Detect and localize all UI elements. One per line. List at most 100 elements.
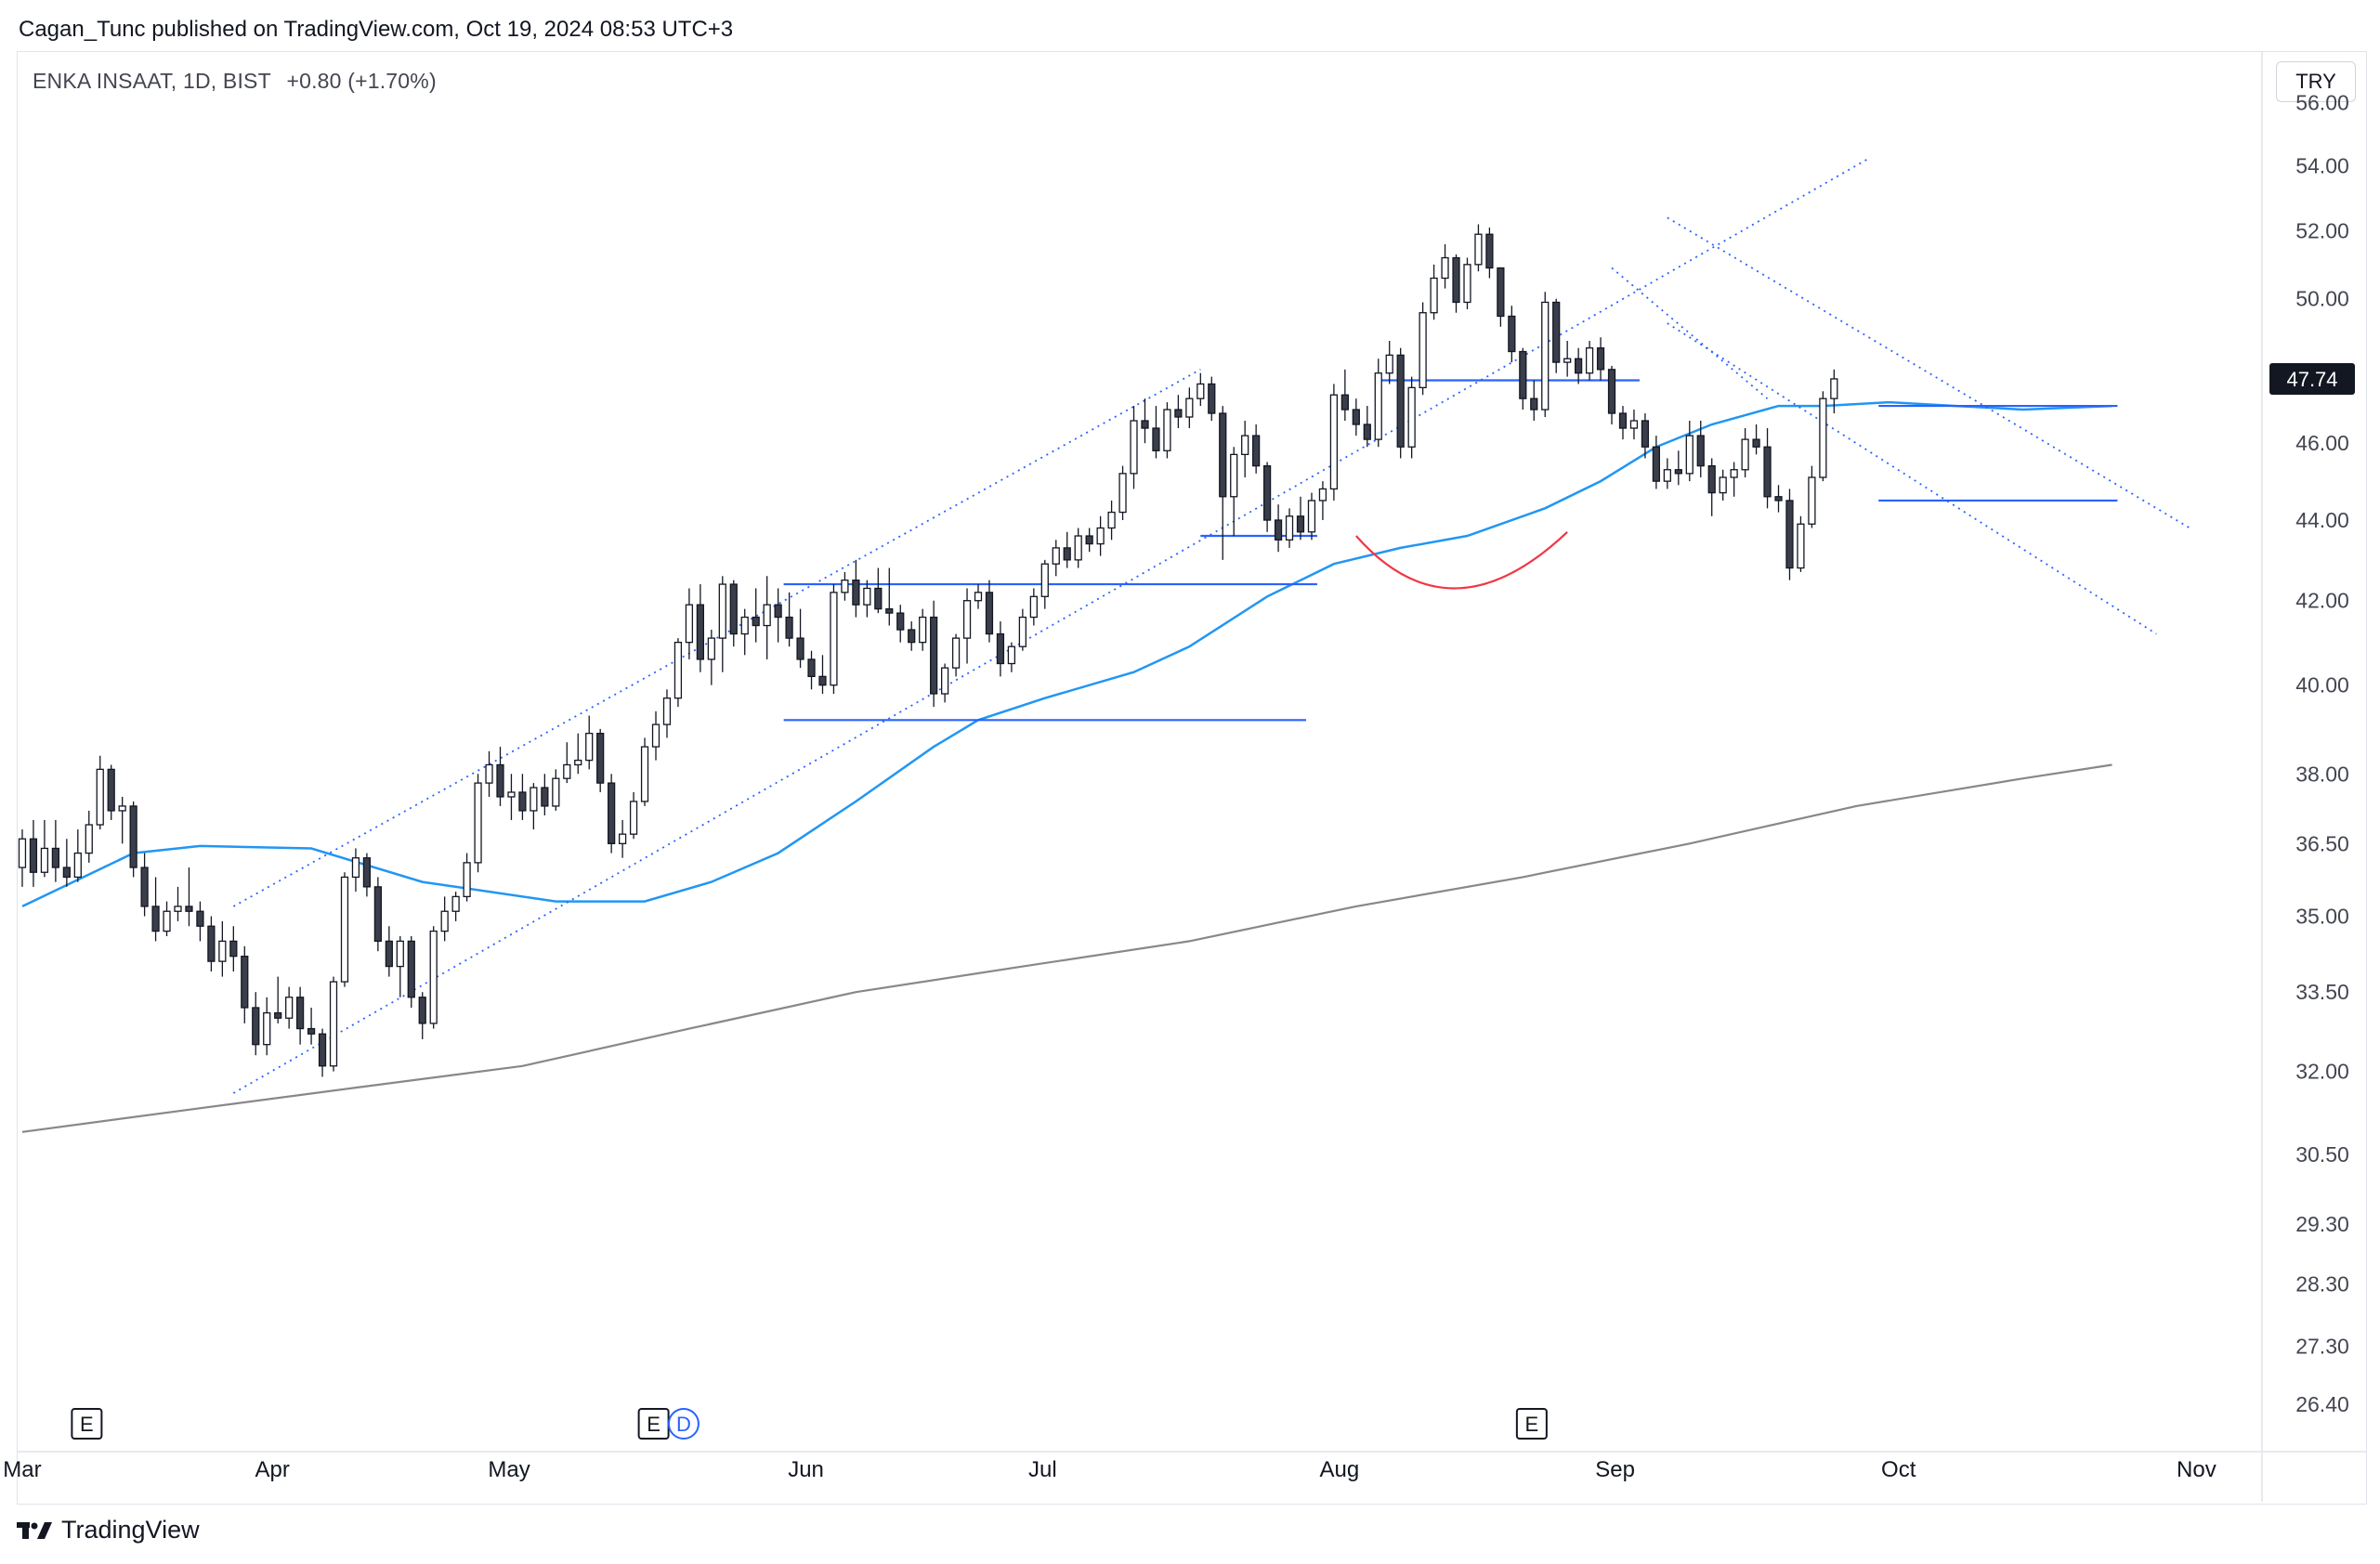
- candle[interactable]: [1007, 642, 1016, 672]
- candle[interactable]: [1497, 267, 1505, 327]
- candle[interactable]: [1508, 306, 1516, 363]
- candle[interactable]: [1296, 496, 1305, 541]
- candle[interactable]: [608, 774, 616, 854]
- price-axis[interactable]: 26.40 27.30 28.30 29.30 30.50 32.00 33.50 35.00…: [2295, 91, 2349, 1417]
- candle[interactable]: [1052, 540, 1060, 577]
- candle[interactable]: [1707, 458, 1716, 516]
- candle[interactable]: [407, 935, 415, 1008]
- tradingview-brand[interactable]: TradingView: [17, 1516, 200, 1544]
- earnings-marker[interactable]: E: [1515, 1408, 1548, 1440]
- candle[interactable]: [440, 896, 449, 942]
- candle[interactable]: [1241, 421, 1249, 477]
- candle[interactable]: [874, 567, 883, 614]
- candle[interactable]: [507, 774, 516, 820]
- candle[interactable]: [1096, 515, 1105, 556]
- candle[interactable]: [1385, 341, 1393, 384]
- candle[interactable]: [29, 819, 38, 887]
- candle[interactable]: [673, 638, 683, 708]
- candle[interactable]: [1485, 228, 1494, 279]
- candle[interactable]: [1329, 384, 1339, 501]
- candle[interactable]: [1107, 500, 1116, 541]
- candle[interactable]: [1763, 428, 1772, 509]
- candle[interactable]: [140, 853, 149, 917]
- candle[interactable]: [796, 608, 804, 669]
- candle[interactable]: [1785, 489, 1794, 580]
- candle[interactable]: [1530, 380, 1538, 422]
- candle[interactable]: [1197, 372, 1205, 407]
- candle[interactable]: [908, 621, 916, 651]
- candle[interactable]: [118, 796, 126, 844]
- candle[interactable]: [785, 592, 793, 647]
- candle[interactable]: [1830, 369, 1838, 414]
- candle[interactable]: [1307, 492, 1316, 541]
- candle[interactable]: [295, 986, 305, 1045]
- event-markers[interactable]: E E ED: [71, 1408, 1548, 1440]
- candle[interactable]: [951, 633, 961, 677]
- candle[interactable]: [62, 839, 71, 887]
- trend-channel-line[interactable]: [1667, 322, 2157, 635]
- time-axis[interactable]: Mar Apr May Jun Jul Aug Sep Oct Nov: [3, 1457, 2216, 1482]
- candle[interactable]: [1118, 465, 1127, 521]
- candle[interactable]: [1774, 485, 1783, 513]
- candle[interactable]: [1285, 508, 1294, 548]
- candle[interactable]: [707, 630, 715, 685]
- candle[interactable]: [340, 872, 349, 987]
- earnings-marker[interactable]: E: [637, 1408, 670, 1440]
- candle[interactable]: [1152, 406, 1160, 459]
- candle[interactable]: [1396, 347, 1405, 459]
- candle[interactable]: [451, 892, 460, 921]
- candle[interactable]: [1352, 398, 1360, 437]
- earnings-marker[interactable]: E: [71, 1408, 103, 1440]
- candle[interactable]: [285, 986, 294, 1029]
- candle[interactable]: [1596, 337, 1605, 381]
- candle[interactable]: [818, 655, 827, 695]
- candle[interactable]: [429, 926, 438, 1029]
- candle[interactable]: [1185, 387, 1194, 429]
- candle[interactable]: [996, 621, 1005, 677]
- candle[interactable]: [73, 829, 82, 882]
- candle[interactable]: [940, 663, 949, 703]
- candle[interactable]: [1752, 424, 1760, 455]
- candle[interactable]: [1819, 391, 1827, 482]
- candle[interactable]: [530, 783, 538, 830]
- candle[interactable]: [919, 608, 927, 651]
- candle[interactable]: [1208, 376, 1216, 422]
- cup-arc[interactable]: [1354, 530, 1568, 590]
- candle[interactable]: [463, 853, 471, 902]
- candle[interactable]: [1318, 481, 1327, 521]
- candle[interactable]: [1563, 341, 1572, 377]
- candle[interactable]: [1674, 450, 1682, 486]
- candle[interactable]: [1441, 244, 1449, 289]
- candle[interactable]: [1163, 402, 1171, 459]
- trend-channel-line[interactable]: [232, 369, 1201, 907]
- candle[interactable]: [263, 997, 271, 1056]
- candle[interactable]: [1797, 515, 1805, 572]
- candle[interactable]: [974, 584, 983, 609]
- candle[interactable]: [585, 715, 594, 770]
- candle[interactable]: [196, 901, 204, 942]
- candle[interactable]: [1174, 395, 1183, 429]
- candle[interactable]: [1252, 424, 1261, 474]
- candle[interactable]: [474, 774, 482, 873]
- candle[interactable]: [107, 764, 115, 820]
- candle[interactable]: [552, 769, 560, 811]
- candle[interactable]: [1130, 406, 1138, 489]
- candle[interactable]: [1141, 398, 1149, 444]
- candle[interactable]: [1230, 447, 1238, 537]
- candle[interactable]: [1419, 302, 1427, 396]
- candle[interactable]: [1741, 428, 1749, 477]
- candle[interactable]: [1719, 469, 1727, 501]
- candle[interactable]: [329, 976, 338, 1072]
- candle[interactable]: [1519, 347, 1527, 411]
- candle[interactable]: [830, 584, 838, 695]
- candle[interactable]: [763, 576, 771, 659]
- candle[interactable]: [1363, 406, 1371, 448]
- candle[interactable]: [640, 737, 649, 806]
- candle[interactable]: [752, 588, 760, 643]
- candle[interactable]: [40, 819, 49, 878]
- candle[interactable]: [685, 588, 694, 659]
- candle[interactable]: [151, 877, 160, 942]
- candle[interactable]: [1663, 458, 1671, 489]
- candle[interactable]: [651, 710, 660, 761]
